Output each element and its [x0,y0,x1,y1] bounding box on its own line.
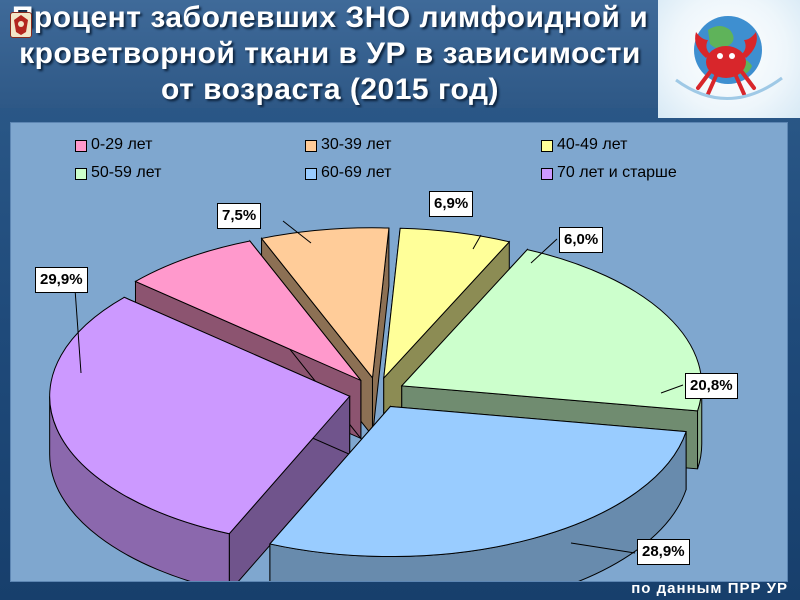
pie-slice-top [268,406,687,558]
pie-chart [49,220,703,581]
legend-swatch [541,168,553,180]
legend-label: 70 лет и старше [557,164,677,181]
legend-swatch [541,140,553,152]
pie-slice-top [49,296,351,535]
legend-label: 40-49 лет [557,136,628,153]
leader-line-60-69 [570,542,636,554]
leader-line-70-plus [74,288,82,374]
title-line-3: от возраста (2015 год) [160,73,500,106]
pie-slice-top [260,227,390,380]
pie-slice-70-plus [49,296,351,581]
crab-globe-icon [658,0,800,118]
title-line-2: кроветворной ткани в УР в зависимости [19,37,641,70]
data-label-30-39: 6,9% [429,191,474,217]
legend-label: 30-39 лет [321,136,392,153]
data-label-50-59: 20,8% [685,373,738,399]
title-line-1: Процент заболевших ЗНО лимфоидной и [11,1,649,34]
legend-label: 0-29 лет [91,136,153,153]
legend-label: 60-69 лет [321,164,392,181]
legend-label: 50-59 лет [91,164,162,181]
leader-line-0-29 [282,220,312,244]
slide-title: Процент заболевших ЗНО лимфоидной и кров… [0,0,660,108]
emblem-icon [10,12,32,38]
data-label-70-plus: 29,9% [35,267,88,293]
leader-line-40-49 [530,238,558,264]
legend-swatch [75,168,87,180]
pie-slice-60-69 [268,405,687,581]
leader-line-30-39 [472,234,482,250]
leader-line-50-59 [660,384,684,394]
data-label-40-49: 6,0% [559,227,604,253]
legend-swatch [305,168,317,180]
data-label-0-29: 7,5% [217,203,262,229]
source-footer: по данным ПРР УР [631,580,788,597]
legend-swatch [75,140,87,152]
pie-slice-top [383,227,511,380]
chart-area: 0-29 лет 30-39 лет 40-49 лет 50-59 лет 6… [10,122,788,582]
data-label-60-69: 28,9% [637,539,690,565]
pie-slice-top [134,240,362,381]
legend-swatch [305,140,317,152]
